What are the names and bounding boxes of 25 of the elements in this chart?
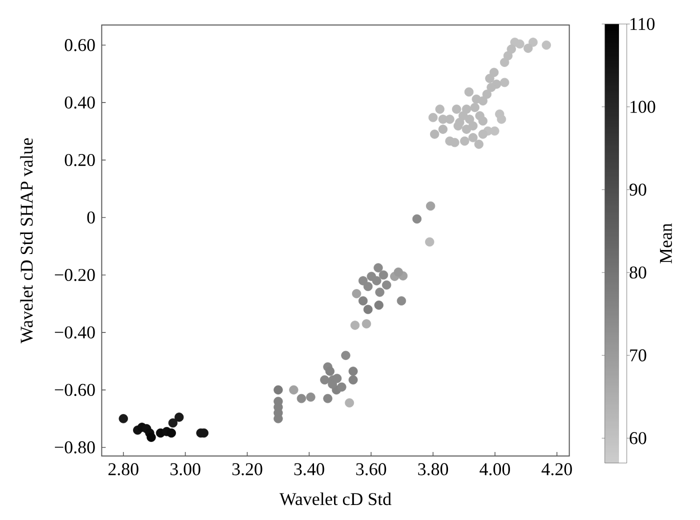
y-tick-label: 0.40 — [64, 96, 95, 109]
x-tick-label: 3.60 — [356, 463, 386, 476]
y-tick-label: 0 — [87, 211, 95, 224]
y-tick-label: −0.40 — [54, 326, 95, 339]
x-tick-label: 2.80 — [108, 463, 138, 476]
y-tick-label: −0.80 — [54, 441, 95, 454]
y-tick-label: 0.20 — [64, 154, 95, 166]
y-tick-label: 0.60 — [64, 39, 95, 52]
color-bar-label: 80 — [630, 266, 646, 279]
y-axis-title: Wavelet cD Std SHAP value — [20, 138, 33, 344]
color-bar-label: 90 — [630, 184, 646, 196]
x-tick-label: 4.20 — [542, 463, 572, 476]
color-bar-label: 60 — [630, 432, 646, 444]
y-tick-label: −0.20 — [54, 268, 95, 282]
x-tick-label: 3.20 — [232, 463, 262, 476]
color-bar-label: 110 — [630, 18, 655, 30]
x-tick-label: 3.80 — [418, 463, 448, 476]
color-bar-label: 100 — [630, 100, 656, 113]
x-tick-label: 3.00 — [170, 463, 200, 476]
color-bar-label: 70 — [630, 349, 646, 362]
x-axis-title: Wavelet cD Std — [279, 492, 392, 506]
x-tick-label: 3.40 — [294, 463, 324, 476]
color-bar-title: Mean — [660, 223, 672, 264]
y-tick-label: −0.60 — [54, 384, 95, 396]
x-tick-label: 4.00 — [480, 463, 510, 476]
